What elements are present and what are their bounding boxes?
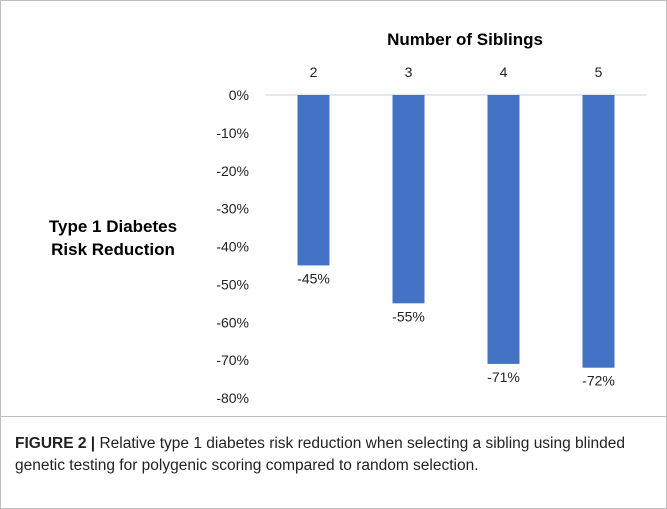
y-tick-label: -30% [216, 201, 249, 217]
bar [297, 95, 330, 266]
x-tick-label: 4 [500, 64, 508, 80]
x-tick-label: 3 [405, 64, 413, 80]
y-axis-title-line: Risk Reduction [51, 240, 175, 259]
y-tick-label: 0% [229, 87, 249, 103]
y-tick-label: -60% [216, 314, 249, 330]
figure-caption: FIGURE 2 | Relative type 1 diabetes risk… [15, 433, 655, 477]
y-axis-title-line: Type 1 Diabetes [49, 217, 177, 236]
y-tick-label: -40% [216, 239, 249, 255]
y-tick-label: -80% [216, 390, 249, 406]
bar [582, 95, 615, 368]
data-label: -45% [297, 270, 330, 286]
x-tick-label: 2 [310, 64, 318, 80]
caption-label: FIGURE 2 | [15, 435, 96, 452]
y-tick-label: -10% [216, 125, 249, 141]
data-label: -72% [582, 373, 615, 389]
chart-area: Number of Siblings Type 1 Diabetes Risk Re… [1, 1, 666, 416]
x-axis-title: Number of Siblings [387, 30, 543, 49]
caption-divider [1, 416, 666, 417]
bar-chart: Number of Siblings Type 1 Diabetes Risk Re… [49, 30, 646, 406]
bar [392, 95, 425, 304]
caption-text: Relative type 1 diabetes risk reduction … [15, 435, 626, 474]
data-label: -71% [487, 369, 520, 385]
bar [487, 95, 520, 364]
y-tick-label: -70% [216, 352, 249, 368]
y-tick-label: -50% [216, 276, 249, 292]
data-label: -55% [392, 308, 425, 324]
y-tick-label: -20% [216, 163, 249, 179]
x-tick-label: 5 [595, 64, 603, 80]
